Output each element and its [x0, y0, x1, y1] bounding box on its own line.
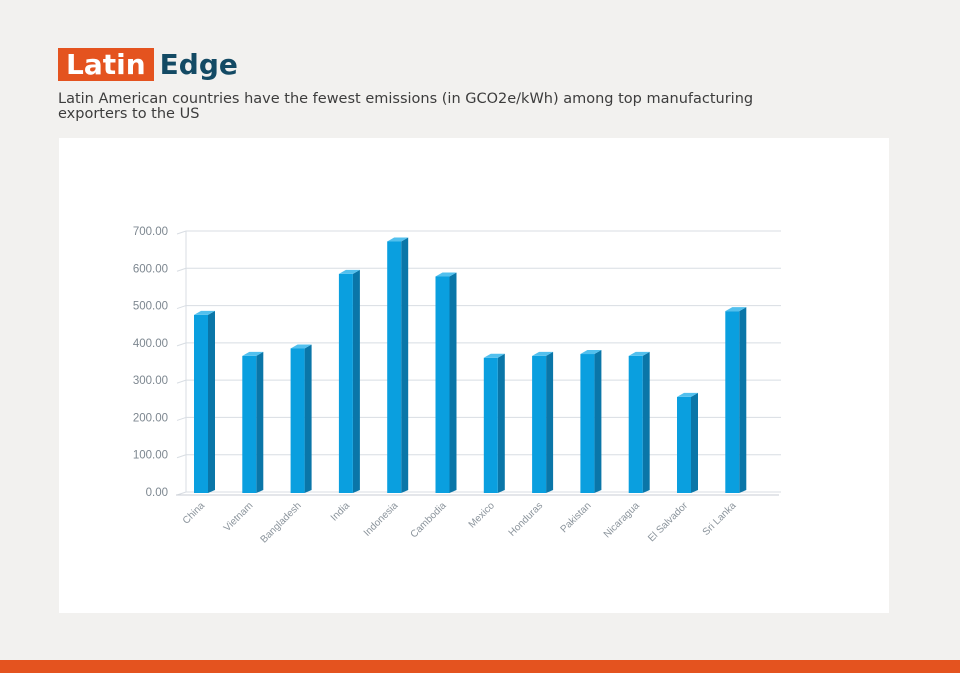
y-tick-label: 300.00 — [133, 375, 168, 387]
bar-top — [532, 351, 554, 356]
bar — [677, 396, 691, 493]
x-tick-label: Bangladesh — [259, 500, 304, 545]
bar-side — [208, 310, 215, 493]
y-tick-label: 500.00 — [133, 301, 168, 313]
bar-top — [677, 392, 698, 397]
x-tick-label: Nicaragua — [602, 500, 642, 540]
bar — [290, 348, 305, 493]
y-tick-label: 700.00 — [133, 226, 168, 238]
bar-side — [401, 237, 409, 493]
bar — [194, 314, 208, 493]
gridline-depth — [176, 454, 187, 459]
x-tick-label: Sri Lanka — [701, 500, 739, 538]
bar-top — [628, 351, 650, 356]
footer-bar — [0, 660, 960, 673]
bar-top — [387, 237, 409, 242]
bar-top — [194, 310, 215, 315]
bar-side — [739, 307, 747, 493]
bar-top — [290, 344, 312, 349]
y-tick-label: 400.00 — [133, 338, 168, 350]
y-tick-label: 0.00 — [146, 487, 168, 499]
x-tick-label: Honduras — [507, 500, 545, 538]
x-tick-label: Mexico — [467, 500, 497, 530]
y-tick-label: 100.00 — [133, 450, 168, 462]
bar-top — [338, 269, 360, 274]
bar-top — [725, 307, 747, 312]
gridline-depth — [176, 305, 187, 310]
bar — [628, 355, 643, 493]
bar — [532, 355, 547, 493]
bar-top — [435, 272, 457, 277]
x-tick-label: India — [329, 500, 352, 523]
x-tick-label: China — [181, 500, 208, 527]
bar-side — [594, 350, 602, 493]
bar-side — [546, 351, 554, 493]
bar-side — [642, 351, 650, 493]
bar — [580, 354, 595, 493]
gridline-depth — [176, 230, 187, 235]
chart-subtitle: Latin American countries have the fewest… — [58, 91, 754, 122]
bar-side — [352, 269, 360, 493]
gridline-depth — [176, 416, 187, 421]
y-tick-label: 200.00 — [133, 412, 168, 424]
bar — [725, 311, 740, 493]
x-tick-label: El Salvador — [646, 500, 690, 544]
bar-chart: 0.00 100.00 200.00 300.00 400.00 500.00 600.00… — [133, 226, 781, 545]
bar-side — [497, 353, 505, 493]
y-tick-label: 600.00 — [133, 263, 168, 275]
chart-panel: 0.00 100.00 200.00 300.00 400.00 500.00 600.00… — [59, 138, 889, 613]
bar — [483, 357, 498, 493]
bar — [387, 241, 402, 493]
bar-top — [580, 350, 602, 355]
gridline-depth — [176, 379, 187, 384]
bar — [435, 276, 450, 493]
gridline-depth — [176, 267, 187, 272]
bar-side — [449, 272, 457, 493]
bar-side — [304, 344, 312, 493]
bar-top — [242, 351, 264, 356]
brand-logo: Latin Edge — [58, 48, 238, 81]
brand-highlight: Latin — [58, 48, 154, 81]
bar — [242, 355, 257, 493]
bar-side — [256, 351, 264, 493]
bar-top — [483, 353, 505, 358]
x-tick-label: Pakistan — [559, 500, 594, 535]
gridline-depth — [176, 342, 187, 347]
bar-side — [691, 392, 698, 493]
x-tick-label: Vietnam — [222, 500, 256, 534]
brand-name: Edge — [159, 48, 238, 81]
x-tick-label: Cambodia — [409, 500, 449, 540]
bar — [338, 273, 353, 493]
x-tick-label: Indonesia — [362, 500, 401, 539]
